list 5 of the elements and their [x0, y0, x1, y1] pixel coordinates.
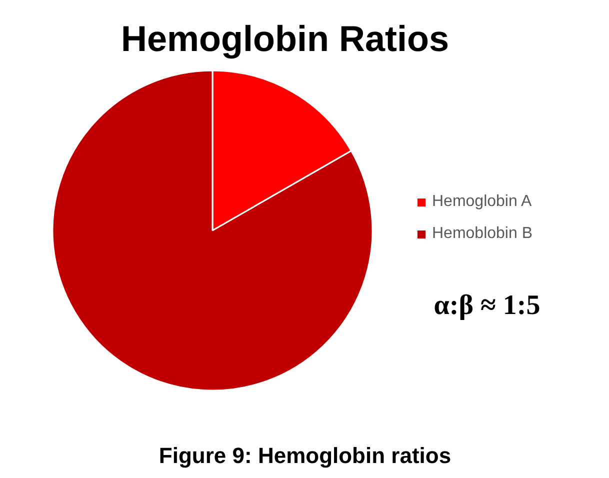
legend-label: Hemoglobin A	[432, 193, 532, 211]
caption: Figure 9: Hemoglobin ratios	[158, 443, 452, 468]
legend-label: Hemoblobin B	[432, 225, 532, 243]
chart-title: Hemoglobin Ratios	[120, 18, 450, 59]
text: α:β ≈ 1:5	[434, 290, 540, 321]
